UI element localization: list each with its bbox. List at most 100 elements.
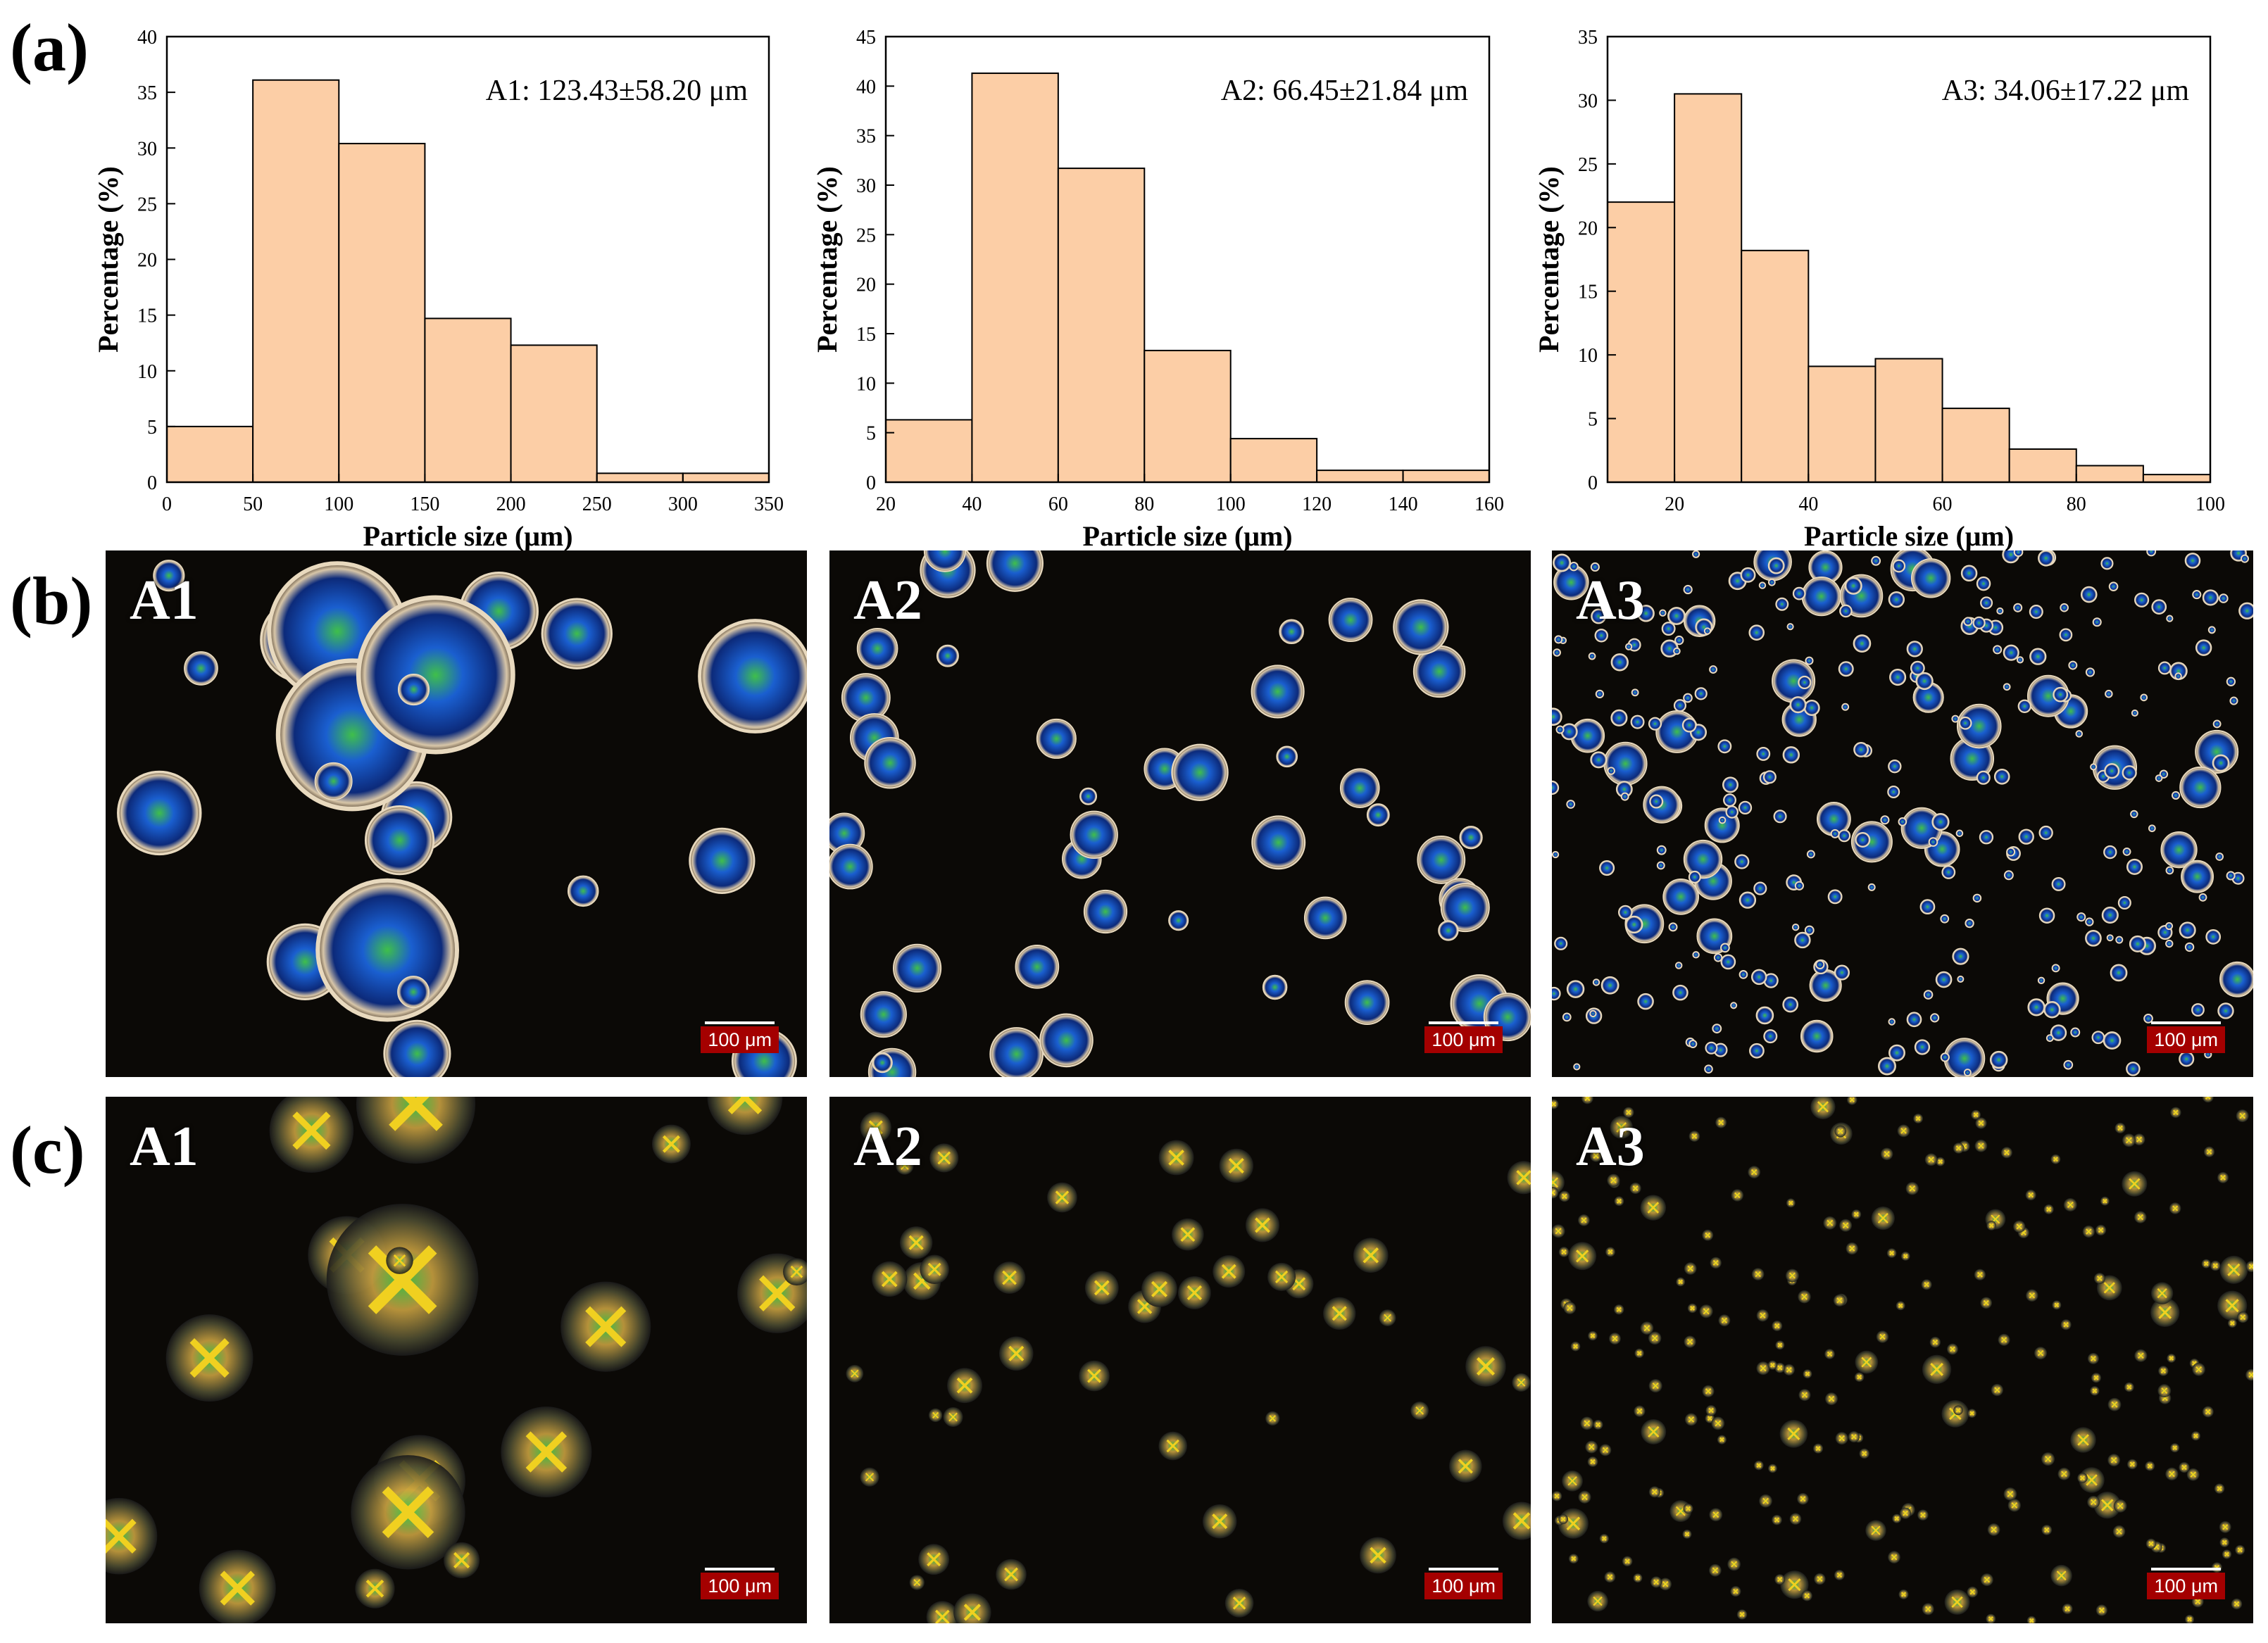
- maltese-cross-image: [2077, 1434, 2089, 1446]
- maltese-cross-image: [1707, 1416, 1712, 1421]
- histogram-bar: [1941, 408, 2010, 483]
- maltese-cross-image: [1610, 1177, 1617, 1184]
- maltese-cross-image: [1635, 1575, 1641, 1580]
- particle-image: [1853, 634, 1872, 653]
- maltese-cross-image: [2028, 1192, 2034, 1198]
- particle-image: [1888, 591, 1905, 608]
- maltese-cross-image: [1662, 1581, 1669, 1587]
- maltese-cross-image: [1567, 1476, 1577, 1486]
- maltese-cross-image: [1801, 1392, 1808, 1398]
- micrograph-c-a3: A3 100 μm: [1552, 1097, 2253, 1623]
- particle-image: [2212, 754, 2230, 772]
- particle-image: [1972, 893, 1982, 903]
- particle-image: [1705, 1041, 1718, 1055]
- maltese-cross-image: [1458, 1459, 1473, 1474]
- particle-image: [2080, 586, 2098, 603]
- maltese-cross-image: [1889, 1250, 1895, 1256]
- particle-image: [1753, 881, 1767, 895]
- maltese-cross-image: [2117, 1502, 2124, 1509]
- particle-image: [1898, 817, 1907, 826]
- maltese-cross-image: [2220, 1174, 2226, 1181]
- maltese-cross-image: [759, 1275, 796, 1311]
- particle-image: [1855, 832, 1871, 848]
- maltese-cross-image: [2053, 1157, 2058, 1162]
- particle-image: [2174, 672, 2182, 680]
- maltese-cross-image: [1584, 1420, 1591, 1427]
- particle-image: [1673, 647, 1681, 655]
- histogram-bar: [885, 419, 973, 484]
- particle-image: [1738, 891, 1757, 909]
- particle-image: [1656, 861, 1665, 870]
- particle-image: [2063, 1059, 2074, 1070]
- y-tick-label: 20: [1578, 218, 1598, 239]
- maltese-cross-image: [1573, 1344, 1579, 1349]
- particle-image: [1794, 881, 1804, 890]
- particle-image: [1591, 608, 1607, 624]
- maltese-cross-image: [1686, 1506, 1691, 1511]
- y-tick-label: 0: [1588, 472, 1598, 494]
- maltese-cross-image: [453, 1551, 470, 1568]
- particle-image: [2226, 676, 2236, 686]
- micrograph-label: A2: [853, 569, 922, 631]
- histogram-bar: [1807, 365, 1877, 483]
- particle-image: [1552, 986, 1561, 1001]
- particle-image: [2060, 603, 2069, 612]
- particle-image: [1276, 745, 1298, 768]
- maltese-cross-image: [2181, 1464, 2187, 1471]
- particle-image: [2003, 870, 2014, 881]
- particle-image: [1262, 974, 1288, 1000]
- maltese-cross-image: [1616, 1122, 1627, 1133]
- particle-image: [2202, 1097, 2214, 1103]
- maltese-cross-image: [1756, 1463, 1762, 1468]
- maltese-cross-image: [2098, 1227, 2104, 1233]
- particle-image: [1878, 1057, 1896, 1076]
- maltese-cross-image: [956, 1377, 973, 1394]
- maltese-cross-image: [1602, 1447, 1608, 1454]
- particle-image: [1440, 883, 1490, 933]
- maltese-cross-image: [1624, 1559, 1630, 1564]
- particle-image: [1755, 1006, 1774, 1025]
- maltese-cross-image: [1708, 1407, 1714, 1414]
- maltese-cross-image: [901, 1162, 909, 1170]
- particle-image: [2215, 852, 2224, 861]
- particle-image: [1892, 559, 1906, 573]
- particle-image: [153, 560, 185, 592]
- histogram-bar: [1741, 249, 1810, 483]
- maltese-cross-image: [1925, 1606, 1931, 1612]
- particle-image: [1911, 558, 1951, 598]
- maltese-cross-image: [1552, 1102, 1557, 1107]
- micrograph-c-a1-image: [106, 1097, 807, 1623]
- particle-image: [1722, 776, 1738, 793]
- particle-image: [2003, 683, 2011, 691]
- maltese-cross-image: [1648, 1425, 1660, 1438]
- mean-size-annotation: A3: 34.06±17.22 μm: [1942, 75, 2190, 107]
- maltese-cross-image: [2129, 1461, 2135, 1467]
- maltese-cross-image: [1994, 1387, 2000, 1393]
- panel-letter-b: (b): [10, 563, 93, 638]
- particle-image: [1815, 959, 1825, 969]
- particle-image: [2016, 656, 2024, 664]
- maltese-cross-image: [1788, 1200, 1793, 1206]
- particle-image: [707, 1097, 783, 1135]
- particle-image: [1940, 914, 1950, 924]
- x-tick-label: 300: [668, 493, 698, 515]
- maltese-cross-image: [663, 1135, 680, 1153]
- maltese-cross-image: [1087, 1368, 1101, 1383]
- maltese-cross-image: [2193, 1433, 2198, 1439]
- particle-image: [1659, 609, 1667, 617]
- particle-image: [1709, 665, 1717, 674]
- maltese-cross-image: [2190, 1471, 2196, 1478]
- maltese-cross-image: [1275, 1270, 1289, 1283]
- particle-image: [2143, 1014, 2153, 1024]
- particle-image: [397, 976, 430, 1009]
- maltese-cross-image: [1838, 1435, 1846, 1442]
- maltese-cross-image: [1593, 1596, 1603, 1606]
- maltese-cross-image: [1554, 1493, 1560, 1499]
- particle-image: [2212, 719, 2222, 729]
- particle-image: [1573, 1063, 1581, 1071]
- maltese-cross-image: [1938, 1159, 1943, 1164]
- maltese-cross-image: [1828, 1395, 1835, 1402]
- y-tick-label: 20: [856, 275, 876, 296]
- particle-image: [1804, 925, 1815, 936]
- histogram-bar: [1874, 358, 1943, 483]
